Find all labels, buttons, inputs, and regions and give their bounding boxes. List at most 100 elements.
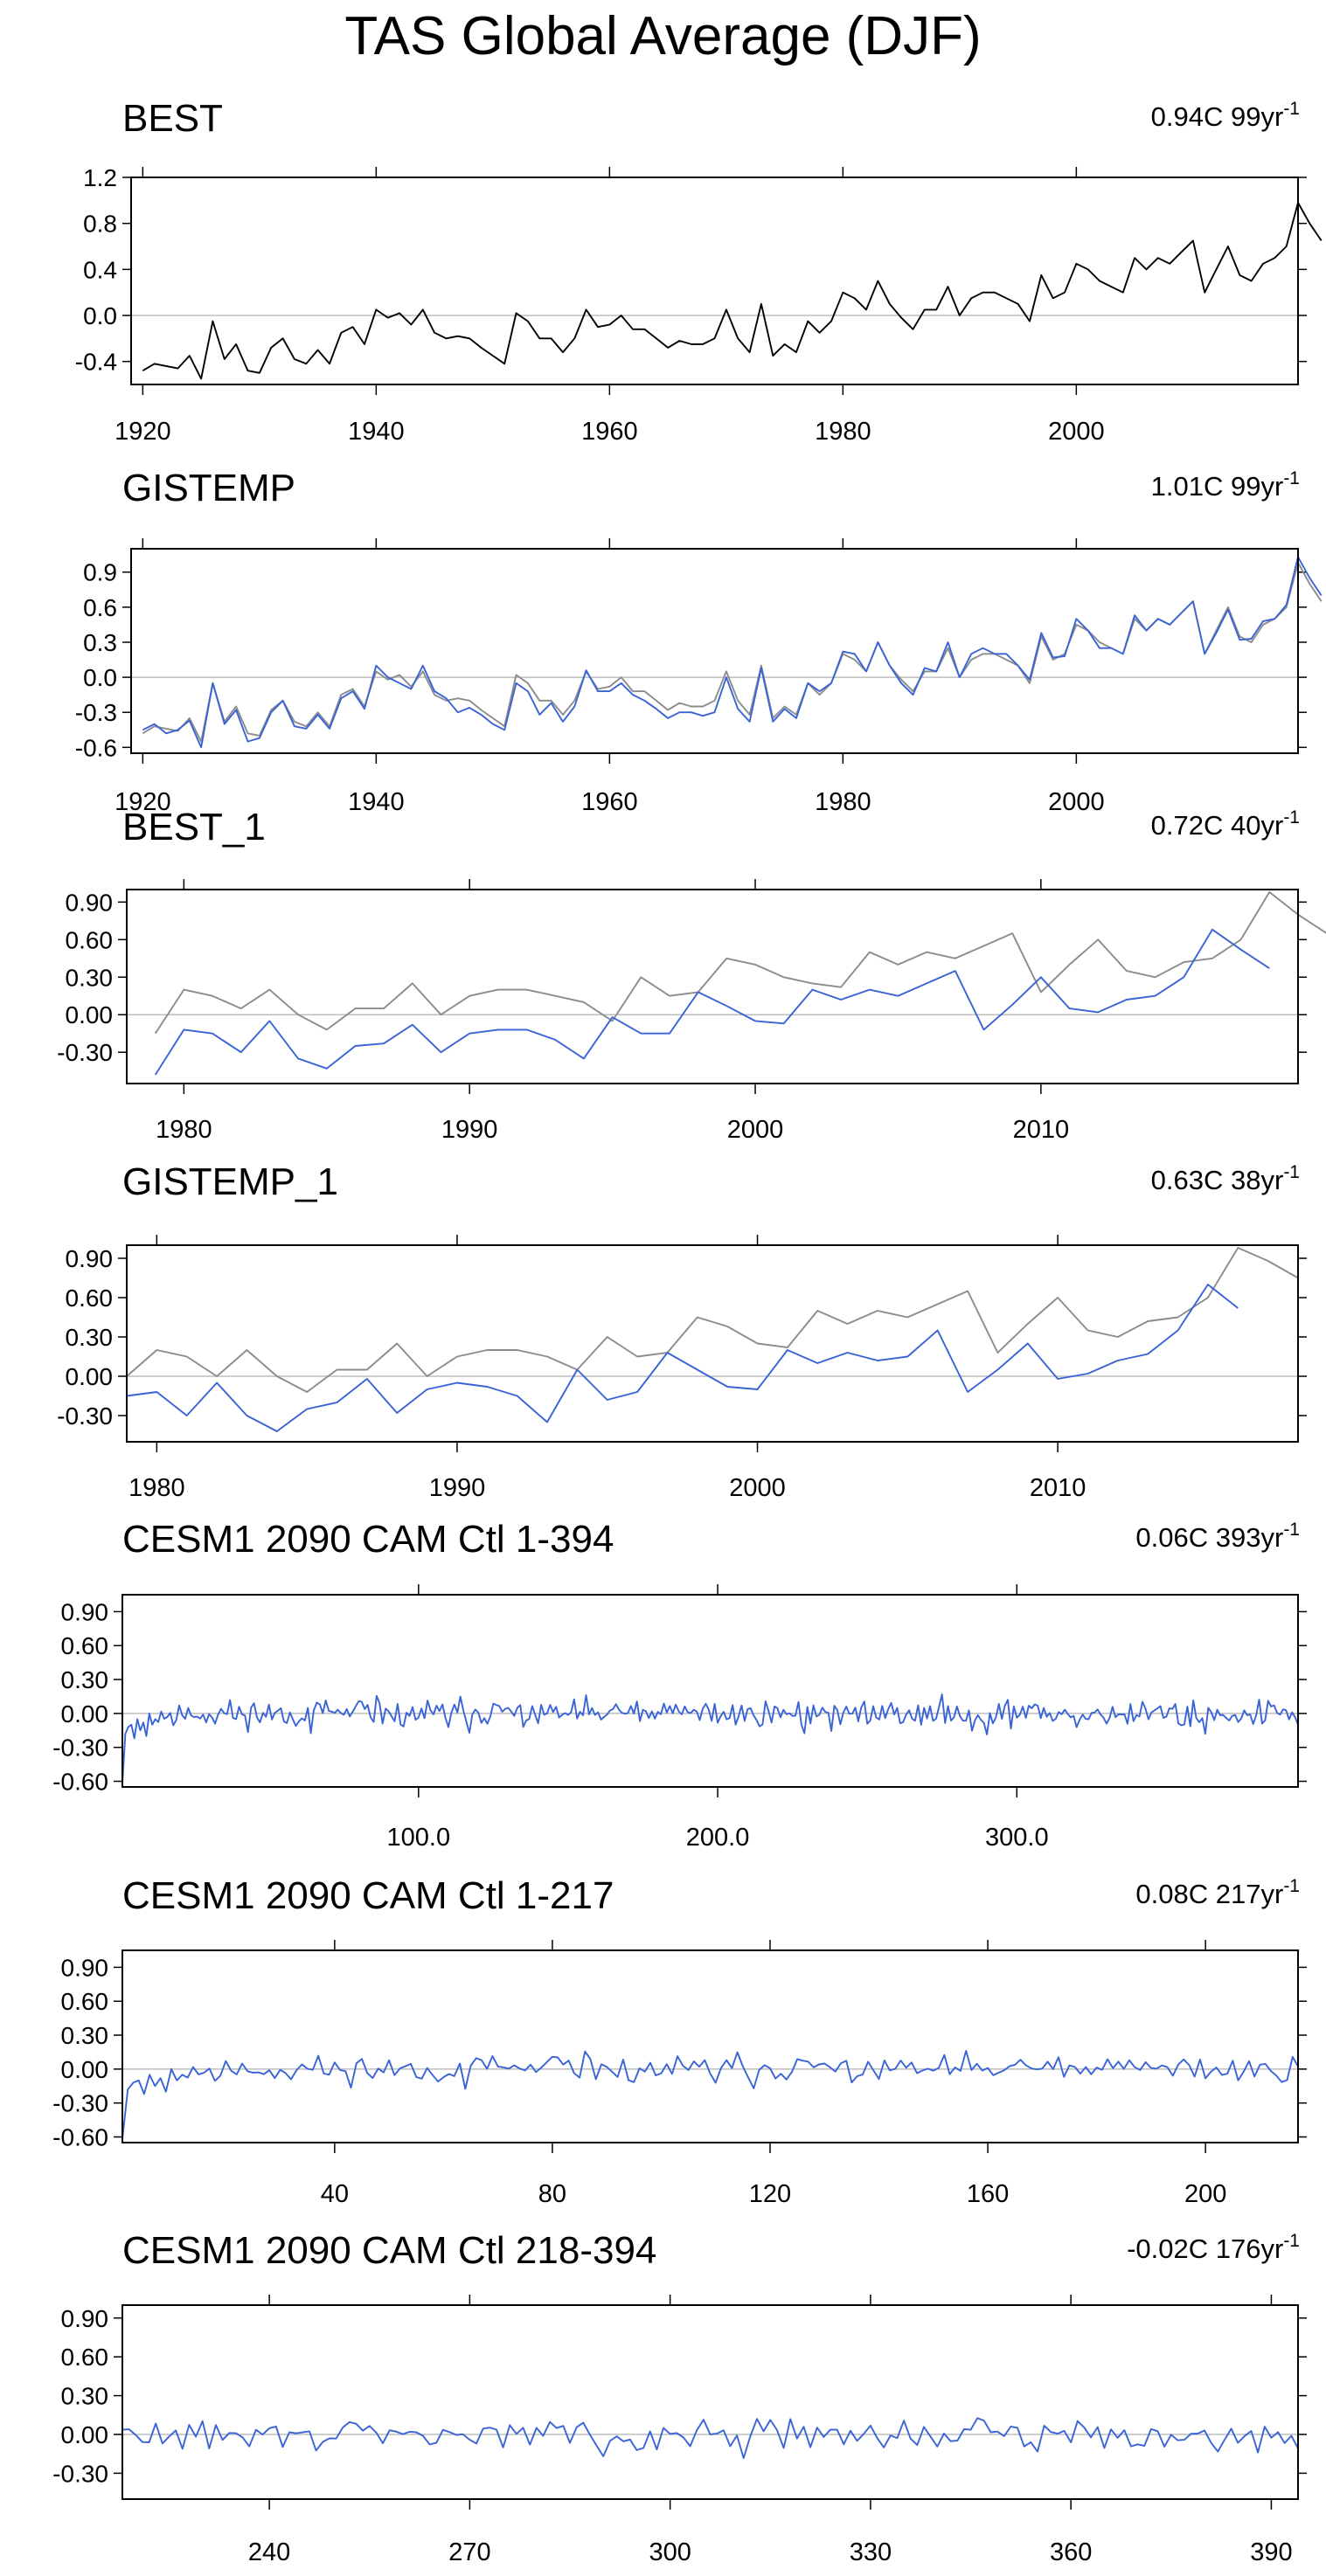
x-tick-label: 200 (1184, 2180, 1226, 2208)
y-tick-label: 0.30 (61, 2383, 109, 2410)
trend-exponent: -1 (1283, 1520, 1300, 1540)
x-tick-label: 2010 (1013, 1116, 1070, 1144)
y-tick-label: 0.4 (83, 256, 117, 283)
x-tick-label: 390 (1250, 2538, 1292, 2566)
y-tick-label: -0.30 (57, 1039, 113, 1066)
series-line-gistemp-1 (126, 1284, 1239, 1432)
plot-frame (130, 177, 1299, 385)
x-tick-label: 1940 (348, 418, 405, 446)
y-tick-label: -0.30 (52, 2460, 108, 2487)
y-tick-label: 0.00 (61, 2056, 109, 2083)
y-tick-label: -0.60 (52, 1769, 108, 1796)
trend-exponent: -1 (1283, 99, 1300, 119)
y-tick-label: 0.0 (83, 664, 117, 691)
y-tick-label: 0.60 (66, 1285, 114, 1312)
trend-exponent: -1 (1283, 1876, 1300, 1896)
trend-text: 0.94C 99yr-1 (1151, 99, 1300, 132)
x-tick-label: 40 (321, 2180, 349, 2208)
trend-exponent: -1 (1283, 1162, 1300, 1182)
panel-label: GISTEMP_1 (122, 1160, 338, 1203)
x-tick-label: 2000 (729, 1474, 786, 1502)
y-tick-label: 0.8 (83, 211, 117, 238)
x-tick-label: 80 (538, 2180, 566, 2208)
y-tick-label: 0.00 (61, 2421, 109, 2448)
x-tick-label: 300 (649, 2538, 691, 2566)
figure-title: TAS Global Average (DJF) (344, 6, 982, 66)
x-tick-label: 1990 (429, 1474, 486, 1502)
y-tick-label: 0.90 (61, 1598, 109, 1625)
panel-label: BEST (122, 97, 223, 140)
x-tick-label: 1960 (581, 788, 638, 816)
x-tick-label: 160 (967, 2180, 1009, 2208)
x-tick-label: 1960 (581, 418, 638, 446)
x-tick-label: 120 (749, 2180, 791, 2208)
series-line-best (142, 562, 1323, 743)
x-tick-label: 100.0 (387, 1824, 451, 1852)
y-tick-label: 1.2 (83, 164, 117, 191)
y-tick-label: 0.00 (61, 1700, 109, 1728)
y-tick-label: 0.3 (83, 629, 117, 656)
x-tick-label: 2000 (1048, 418, 1105, 446)
y-tick-label: 0.30 (66, 1324, 114, 1351)
panel-label: GISTEMP (122, 467, 295, 509)
panel-2: GISTEMP 1.01C 99yr-1 -0.6 -0.3 0.0 0.3 0.6 0.9 1… (75, 467, 1323, 816)
panel-6: CESM1 2090 CAM Ctl 1-217 0.08C 217yr-1 -0.… (52, 1874, 1307, 2208)
panel-4: GISTEMP_1 0.63C 38yr-1 -0.30 0.00 0.30 0.60 0.… (57, 1160, 1307, 1502)
y-tick-label: 0.90 (66, 889, 114, 916)
series-line-best (126, 1247, 1299, 1393)
series-line-cesm1-2090-cam-ctl (121, 2050, 1299, 2140)
x-tick-label: 240 (248, 2538, 290, 2566)
y-tick-label: -0.30 (52, 1735, 108, 1762)
plot-frame (121, 1594, 1299, 1788)
x-tick-label: 2000 (1048, 788, 1105, 816)
trend-exponent: -1 (1283, 2231, 1300, 2251)
x-tick-label: 1980 (128, 1474, 185, 1502)
x-tick-label: 2010 (1030, 1474, 1086, 1502)
y-tick-label: -0.3 (75, 699, 117, 726)
y-tick-label: 0.90 (61, 2305, 109, 2332)
panel-7: CESM1 2090 CAM Ctl 218-394 -0.02C 176yr-1… (52, 2229, 1307, 2566)
panel-1: BEST 0.94C 99yr-1 -0.4 0.0 0.4 0.8 1.2 1920 1940… (75, 97, 1323, 446)
plot-frame (121, 1949, 1299, 2143)
series-line-cesm1-2090-cam-ctl (121, 1693, 1299, 1784)
y-tick-label: 0.9 (83, 559, 117, 586)
y-tick-label: 0.30 (66, 964, 114, 991)
y-tick-label: -0.30 (57, 1402, 113, 1430)
trend-exponent: -1 (1283, 468, 1300, 488)
x-tick-label: 300.0 (985, 1824, 1049, 1852)
plot-frame (130, 548, 1299, 754)
trend-text: 0.06C 393yr-1 (1135, 1520, 1300, 1553)
x-tick-label: 360 (1050, 2538, 1092, 2566)
trend-text: 0.72C 40yr-1 (1151, 807, 1300, 841)
y-tick-label: 0.60 (61, 2344, 109, 2371)
plot-frame (121, 2304, 1299, 2500)
x-tick-label: 1940 (348, 788, 405, 816)
series-line-cesm1-2090-cam-ctl (121, 2417, 1299, 2460)
y-tick-label: -0.6 (75, 734, 117, 761)
y-tick-label: 0.90 (66, 1245, 114, 1272)
series-line-best-1 (154, 928, 1270, 1076)
y-tick-label: -0.60 (52, 2124, 108, 2151)
y-tick-label: 0.00 (66, 1001, 114, 1028)
y-tick-label: 0.90 (61, 1954, 109, 1981)
x-tick-label: 200.0 (686, 1824, 750, 1852)
panel-label: CESM1 2090 CAM Ctl 1-217 (122, 1874, 614, 1917)
y-tick-label: 0.30 (61, 1666, 109, 1693)
x-tick-label: 270 (448, 2538, 490, 2566)
x-tick-label: 1980 (815, 788, 871, 816)
panel-5: CESM1 2090 CAM Ctl 1-394 0.06C 393yr-1 -0.… (52, 1518, 1307, 1852)
trend-text: 1.01C 99yr-1 (1151, 468, 1300, 502)
panel-label: CESM1 2090 CAM Ctl 218-394 (122, 2229, 656, 2272)
x-tick-label: 1980 (815, 418, 871, 446)
y-tick-label: 0.60 (66, 926, 114, 953)
trend-exponent: -1 (1283, 807, 1300, 828)
panel-label: BEST_1 (122, 806, 266, 848)
x-tick-label: 330 (850, 2538, 892, 2566)
y-tick-label: 0.0 (83, 302, 117, 329)
plot-frame (126, 1244, 1299, 1443)
x-tick-label: 1920 (115, 788, 171, 816)
x-tick-label: 1980 (156, 1116, 212, 1144)
x-tick-label: 1920 (115, 418, 171, 446)
panel-3: BEST_1 0.72C 40yr-1 -0.30 0.00 0.30 0.60 0.90 1… (57, 806, 1326, 1144)
